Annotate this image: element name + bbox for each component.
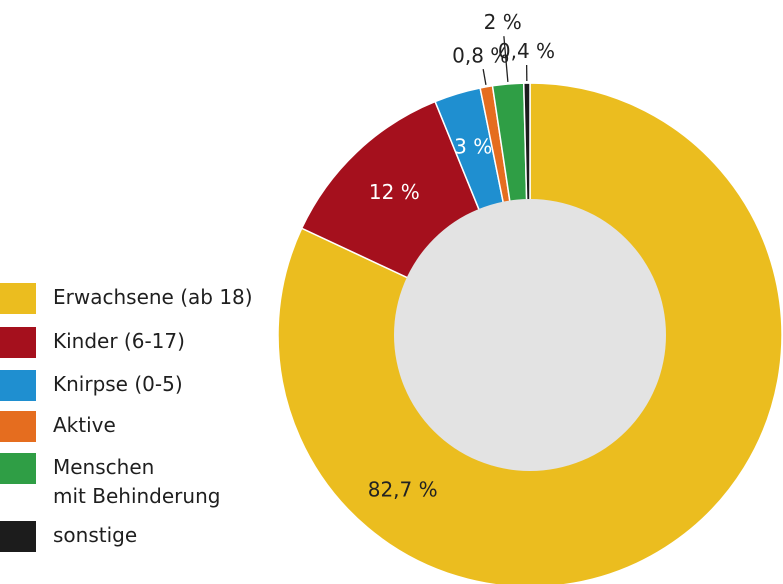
legend-item: sonstige	[0, 521, 137, 552]
legend-label: Knirpse (0-5)	[53, 372, 183, 396]
legend-item: Aktive	[0, 411, 116, 442]
leader-line-3	[482, 68, 487, 85]
legend-label: Menschen mit Behinderung	[53, 455, 221, 508]
legend-label: Aktive	[53, 413, 116, 437]
leader-line-4	[503, 36, 509, 83]
data-label-0: 82,7 %	[368, 477, 438, 501]
legend-swatch	[0, 283, 36, 314]
legend-label: Kinder (6-17)	[53, 329, 185, 353]
legend-swatch	[0, 521, 36, 552]
legend-item: Erwachsene (ab 18)	[0, 283, 253, 314]
legend-item: Knirpse (0-5)	[0, 370, 183, 401]
legend-item: Menschen mit Behinderung	[0, 453, 220, 511]
data-label-1: 12 %	[369, 180, 420, 204]
legend-label: sonstige	[53, 523, 138, 547]
data-label-5: 0,4 %	[498, 39, 555, 63]
donut-center	[394, 199, 666, 471]
data-label-2: 3 %	[454, 134, 492, 158]
data-label-4: 2 %	[484, 10, 522, 34]
legend-item: Kinder (6-17)	[0, 327, 185, 358]
legend-swatch	[0, 327, 36, 358]
legend-swatch	[0, 411, 36, 442]
data-label-3: 0,8 %	[452, 43, 509, 67]
legend-label: Erwachsene (ab 18)	[53, 285, 253, 309]
legend-swatch	[0, 453, 36, 484]
legend-swatch	[0, 370, 36, 401]
